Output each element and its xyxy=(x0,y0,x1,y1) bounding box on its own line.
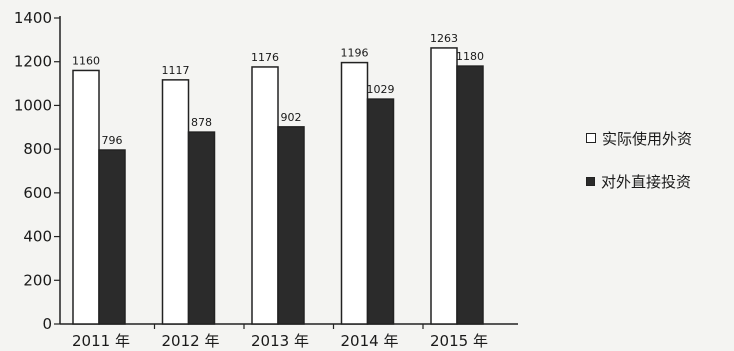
y-tick-label: 200 xyxy=(23,271,52,289)
x-tick-label: 2013 年 xyxy=(251,332,309,350)
data-label: 1029 xyxy=(367,83,395,96)
chart-axes: 0 200 400 600 800 1000 1200 1400 2011 年 2012 年 201… xyxy=(14,9,518,350)
legend-swatch-light xyxy=(586,133,596,143)
bar-outward-direct-investment xyxy=(98,149,126,325)
y-tick-label: 600 xyxy=(23,184,52,202)
x-tick-label: 2012 年 xyxy=(162,332,220,350)
legend-label: 实际使用外资 xyxy=(602,129,693,148)
y-tick-label: 1000 xyxy=(14,96,52,114)
x-tick-label: 2015 年 xyxy=(430,332,488,350)
data-label: 902 xyxy=(281,111,302,124)
data-label: 1117 xyxy=(162,64,190,77)
legend-item-foreign-investment-used: 实际使用外资 xyxy=(586,128,734,148)
y-tick-label: 1400 xyxy=(14,9,52,27)
bar-foreign-investment-used xyxy=(340,61,369,325)
data-label: 796 xyxy=(102,134,123,147)
data-label: 1263 xyxy=(430,32,458,45)
legend-swatch-dark xyxy=(586,176,595,186)
data-label: 1196 xyxy=(341,47,369,60)
y-tick-label: 400 xyxy=(23,228,52,246)
y-tick-label: 800 xyxy=(23,140,52,158)
chart-bars xyxy=(72,47,484,325)
legend-label: 对外直接投资 xyxy=(601,172,692,191)
bar-foreign-investment-used xyxy=(72,69,100,325)
bar-foreign-investment-used xyxy=(251,66,279,325)
y-tick-label: 1200 xyxy=(14,53,52,71)
x-tick-label: 2011 年 xyxy=(72,332,130,350)
data-label: 878 xyxy=(191,116,212,129)
bar-foreign-investment-used xyxy=(430,47,458,325)
data-label: 1160 xyxy=(72,54,100,67)
chart-data-labels: 1160 1117 1176 1196 1263 796 878 902 1029 1180 xyxy=(72,32,484,147)
data-label: 1180 xyxy=(456,50,484,63)
bar-outward-direct-investment xyxy=(366,98,395,325)
bar-outward-direct-investment xyxy=(456,65,484,325)
chart-legend: 实际使用外资 对外直接投资 xyxy=(586,128,734,214)
bar-foreign-investment-used xyxy=(161,79,190,325)
bar-outward-direct-investment xyxy=(187,131,216,325)
x-tick-label: 2014 年 xyxy=(341,332,399,350)
y-tick-label: 0 xyxy=(42,315,52,333)
bar-outward-direct-investment xyxy=(277,126,305,325)
legend-item-outward-direct-investment: 对外直接投资 xyxy=(586,171,734,191)
data-label: 1176 xyxy=(251,51,279,64)
